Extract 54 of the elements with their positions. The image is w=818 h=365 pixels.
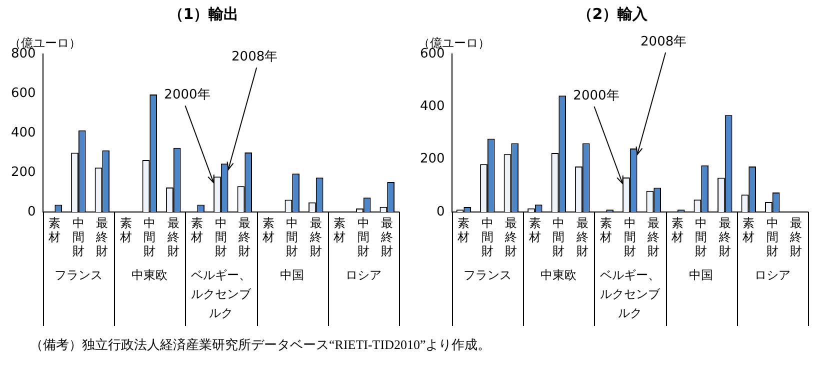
y-tick-label: 400 (420, 99, 445, 114)
y-tick-label: 0 (436, 204, 445, 220)
chart-title: （1）輸出 (168, 4, 239, 23)
x-tick-label: 中間財 (214, 216, 227, 258)
x-tick-label: 中間財 (695, 216, 708, 258)
x-tick-label: 最終財 (789, 216, 802, 258)
text: 2000年 (164, 88, 210, 103)
text: ベルギー、ルクセンブルク (600, 268, 661, 320)
text: 中国 (280, 268, 304, 282)
x-tick-label: 最終財 (166, 216, 180, 258)
x-tick-label: 中間財 (766, 216, 778, 258)
x-tick-label: 最終財 (575, 216, 588, 258)
text: フランス (54, 268, 102, 282)
text: 2000年 (573, 88, 620, 104)
text: （備考）独立行政法人経済産業研究所データベース“RIETI-TID2010”より作成。 (30, 336, 492, 354)
x-tick-label: 素材 (456, 216, 470, 244)
x-tick-label: 最終財 (95, 216, 108, 258)
x-tick-label: 素材 (190, 216, 204, 244)
text: 2008年 (232, 49, 278, 64)
text: ロシア (345, 268, 382, 282)
x-tick-label: 中間財 (552, 216, 565, 258)
x-tick-label: 最終財 (238, 216, 251, 258)
text: ロシア (754, 268, 790, 282)
x-tick-label: 素材 (599, 216, 612, 244)
x-tick-label: 最終財 (646, 216, 660, 258)
y-tick-label: 200 (420, 152, 445, 167)
x-tick-label: 最終財 (380, 216, 394, 258)
text: 中東欧 (540, 268, 577, 282)
x-tick-label: 素材 (332, 216, 346, 244)
x-tick-label: 中間財 (72, 216, 84, 258)
x-tick-label: 中間財 (624, 216, 636, 258)
x-tick-label: 最終財 (504, 216, 518, 258)
x-tick-label: 中間財 (481, 216, 494, 258)
x-tick-label: 中間財 (357, 216, 370, 258)
y-tick-label: 200 (10, 164, 36, 180)
x-tick-label: 最終財 (718, 216, 731, 258)
x-tick-label: 素材 (528, 216, 541, 244)
text: ベルギー、ルクセンブルク (190, 268, 252, 320)
x-tick-label: 素材 (48, 216, 61, 244)
x-tick-label: 最終財 (308, 216, 322, 258)
x-tick-label: 素材 (118, 216, 132, 244)
x-tick-label: 素材 (742, 216, 755, 244)
y-tick-label: 600 (10, 86, 36, 101)
text: 中国 (689, 268, 714, 282)
chart-title: （2）輸入 (577, 4, 649, 23)
x-tick-label: 素材 (670, 216, 684, 244)
x-tick-label: 素材 (261, 216, 274, 244)
y-tick-label: 400 (10, 125, 36, 140)
x-tick-label: 中間財 (286, 216, 298, 258)
y-tick-label: 0 (28, 204, 36, 220)
text: 2008年 (640, 34, 687, 50)
text: 中東欧 (132, 268, 168, 282)
text: フランス (463, 268, 512, 282)
x-tick-label: 中間財 (144, 216, 156, 258)
